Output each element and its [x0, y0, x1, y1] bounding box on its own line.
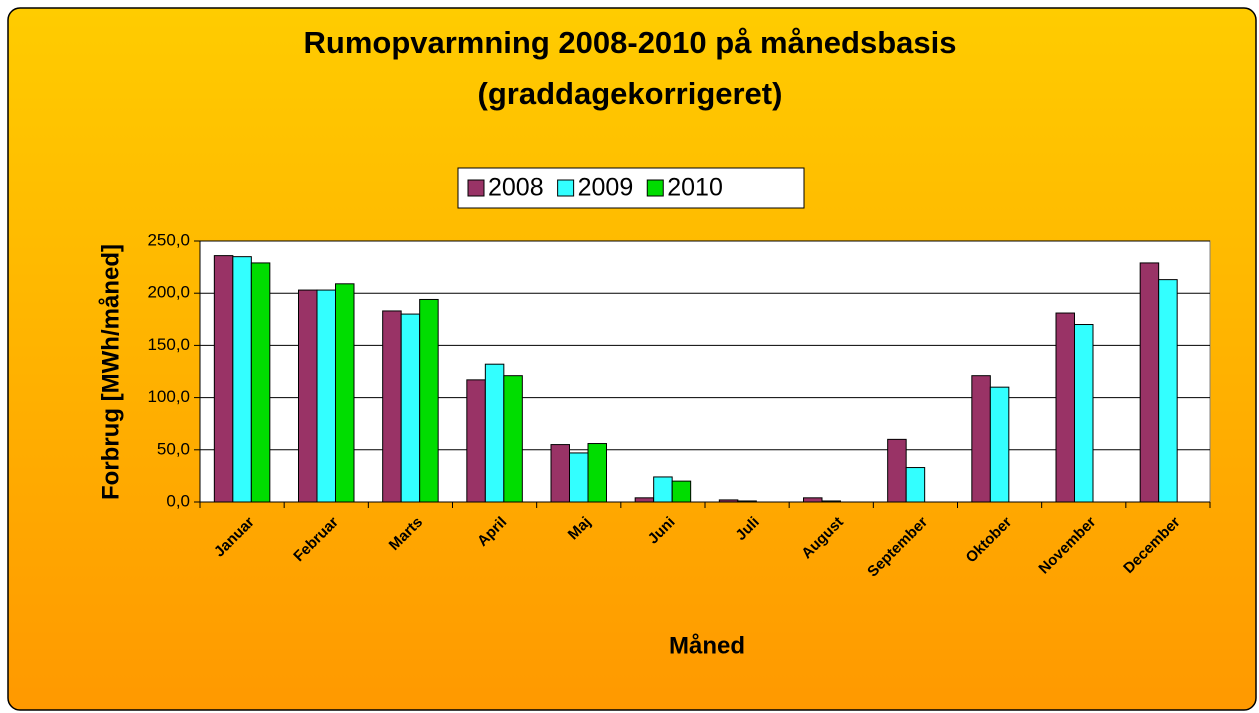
plot-area	[199, 240, 1211, 503]
bar	[803, 497, 823, 503]
legend-swatch	[646, 179, 664, 197]
bar	[737, 500, 757, 503]
legend-label: 2009	[578, 174, 634, 202]
bar	[1158, 279, 1178, 503]
bar	[905, 467, 926, 503]
bar	[671, 480, 692, 503]
bar	[550, 444, 570, 503]
bar	[1139, 262, 1160, 503]
bar	[971, 375, 991, 503]
bar	[466, 379, 486, 503]
bar	[653, 476, 673, 503]
bar	[484, 363, 505, 503]
bar	[587, 443, 607, 503]
chart-subtitle: (graddagekorrigeret)	[478, 76, 783, 111]
bar	[382, 310, 402, 503]
bar	[989, 386, 1010, 503]
bar	[821, 500, 841, 503]
legend-swatch	[467, 179, 485, 197]
bar	[503, 375, 523, 503]
bar	[316, 289, 336, 503]
bar	[232, 256, 252, 503]
legend-label: 2010	[667, 174, 723, 202]
bar	[569, 452, 589, 503]
y-tick-label: 250,0	[147, 230, 190, 249]
x-axis-label: Måned	[669, 632, 745, 659]
bar	[718, 499, 739, 503]
legend	[457, 167, 805, 209]
bar	[213, 255, 234, 503]
bar	[634, 497, 655, 503]
bar	[400, 313, 421, 503]
chart-title: Rumopvarmning 2008-2010 på månedsbasis	[304, 25, 957, 60]
y-tick-label: 100,0	[147, 387, 190, 406]
y-axis-label: Forbrug [MWh/måned]	[97, 244, 124, 500]
legend-swatch	[557, 179, 575, 197]
bar	[298, 289, 318, 503]
bar	[335, 283, 355, 503]
bar	[1074, 324, 1094, 503]
y-tick-label: 0,0	[166, 491, 190, 510]
y-tick-label: 150,0	[147, 335, 190, 354]
y-tick-label: 50,0	[157, 439, 190, 458]
y-tick-label: 200,0	[147, 283, 190, 302]
bar	[419, 298, 439, 503]
bar	[250, 262, 271, 503]
legend-label: 2008	[488, 174, 544, 202]
bar	[1055, 312, 1075, 503]
bar	[887, 438, 907, 503]
